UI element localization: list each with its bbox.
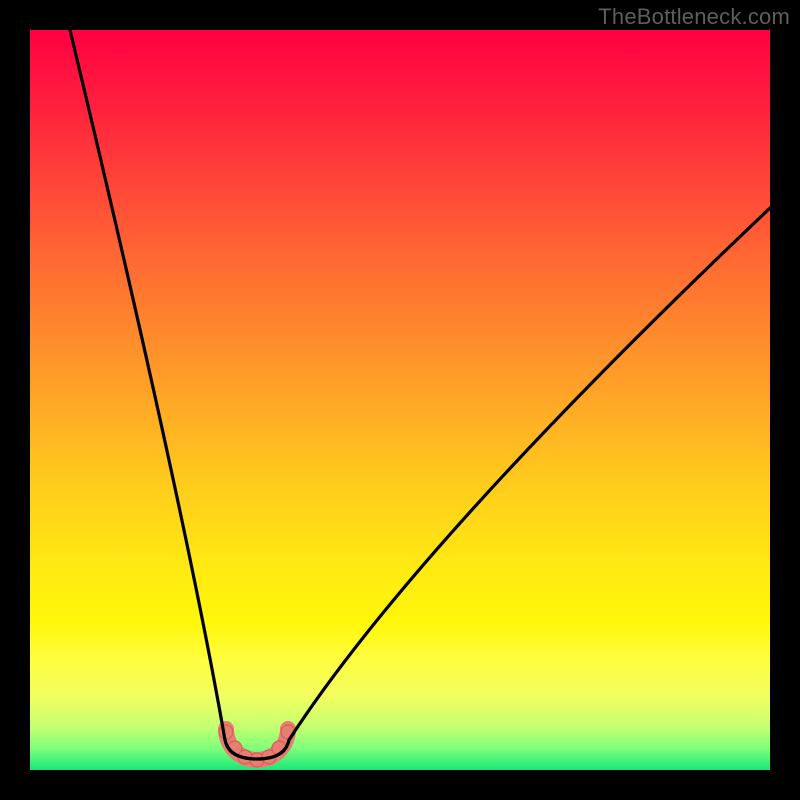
plot-area	[30, 30, 770, 770]
gradient-background	[30, 30, 770, 770]
chart-svg	[30, 30, 770, 770]
watermark-text: TheBottleneck.com	[598, 4, 790, 30]
